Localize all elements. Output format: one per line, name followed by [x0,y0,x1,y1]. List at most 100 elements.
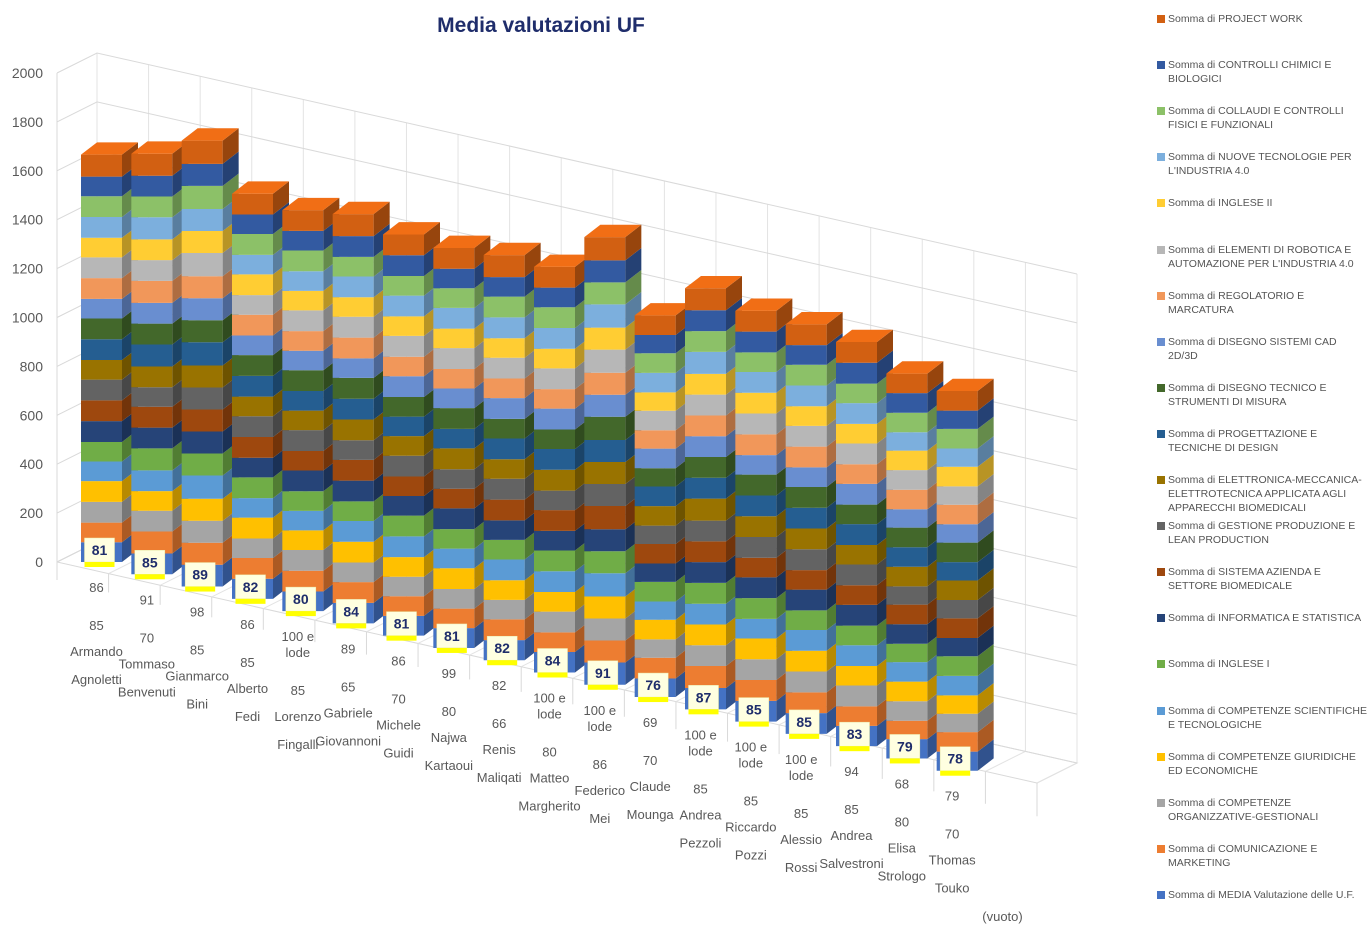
bar-segment [886,624,928,644]
legend-swatch [1157,890,1165,899]
bar-segment [232,214,273,235]
bar-segment [785,446,827,468]
bar-segment [131,366,173,388]
bar-segment-side [977,643,994,676]
data-label: 81 [394,616,410,632]
bar-segment [685,373,726,395]
bar-segment-top [785,312,843,325]
data-label-box [537,648,568,673]
bar-segment [836,585,877,605]
legend-item: Somma di PROJECT WORK [1157,12,1369,26]
bar-segment-side [524,242,541,278]
bar-segment [81,154,122,177]
category-label: 100 e [785,752,818,767]
data-label-box [436,623,468,649]
data-label: 76 [645,677,661,693]
category-label: Maliqati [477,770,522,785]
bar-segment-top [483,242,541,256]
category-label: Gianmarco [165,669,229,684]
bar-segment [433,247,475,269]
category-label: Andrea [831,828,874,843]
data-label: 81 [444,628,460,644]
bar-segment [634,372,676,393]
bar-segment-side [826,312,843,346]
category-label: Riccardo [725,820,776,835]
bar-segment [131,448,173,471]
bar-segment [785,406,827,426]
bar-segment [433,388,475,409]
category-label: lode [739,756,764,771]
bar-segment [383,316,424,336]
category-label: 69 [643,715,657,730]
bar-segment [383,234,424,256]
bar-segment [584,394,626,417]
bar-segment [785,570,827,590]
bar-segment [232,538,273,559]
category-label: Benvenuti [118,684,176,699]
bar-segment [735,371,777,393]
bar-segment [936,713,978,733]
bar-segment [232,558,273,579]
bar-segment [332,214,374,237]
bar-segment [181,475,223,499]
bar-segment-side [977,398,994,429]
bar-segment-side [977,683,994,714]
bar-segment-side [977,378,994,411]
bar-segment [282,290,324,311]
data-label-highlight [738,721,769,727]
bar-segment-top [936,378,994,392]
bar-segment-top [232,181,289,194]
bar-segment [282,510,324,531]
bar-segment [584,304,626,328]
legend-label: Somma di INFORMATICA E STATISTICA [1168,612,1362,625]
bar-segment-side [977,739,994,771]
bar-segment [785,385,827,407]
legend-item: Somma di COMUNICAZIONE E MARKETING [1157,842,1369,870]
bar-segment [81,196,122,218]
category-label: Thomas [929,853,976,868]
bar-segment [433,488,475,509]
bar-segment [131,280,173,303]
bar-segment [181,453,223,476]
bar-segment [332,440,374,460]
bar-segment [181,498,223,521]
bar-segment [282,430,324,451]
category-label: Alessio [780,832,822,847]
bar-segment-side [977,719,994,752]
bar-segment [886,586,928,605]
bar-segment [634,619,676,640]
bar-segment [483,357,525,379]
data-label-highlight [537,672,568,678]
bar-segment-top [685,275,742,289]
category-label: 98 [190,605,204,620]
bar-segment [634,315,676,335]
legend-swatch [1157,429,1165,438]
bar-segment-side [726,275,742,311]
bar-segment [232,295,273,315]
bar-segment-side [877,329,893,363]
bar-segment [181,185,223,210]
bar-segment [785,549,827,571]
legend-label: Somma di ELETTRONICA-MECCANICA-ELETTROTE… [1168,474,1362,514]
legend-item: Somma di COMPETENZE GIURIDICHE ED ECONOM… [1157,750,1369,778]
legend-item: Somma di MEDIA Valutazione delle U.F. [1157,888,1369,902]
data-label: 82 [243,579,259,595]
category-label: Pozzi [735,848,767,863]
category-label: 70 [643,753,657,768]
bar-segment [836,625,877,646]
category-label: 68 [895,776,909,791]
bar-segment [433,508,475,530]
legend-swatch [1157,107,1165,116]
bar-segment [936,504,978,525]
bar-segment [785,467,827,487]
bar-segment [534,571,575,593]
category-label: Renis [483,742,517,757]
bar-segment [483,599,525,620]
bar-segment [685,520,726,542]
data-label-highlight [940,770,971,776]
bar-segment [584,462,626,485]
bar-segment [785,692,827,714]
bar-segment [81,278,122,299]
bar-segment [735,352,777,372]
bar-segment-side [977,625,994,657]
